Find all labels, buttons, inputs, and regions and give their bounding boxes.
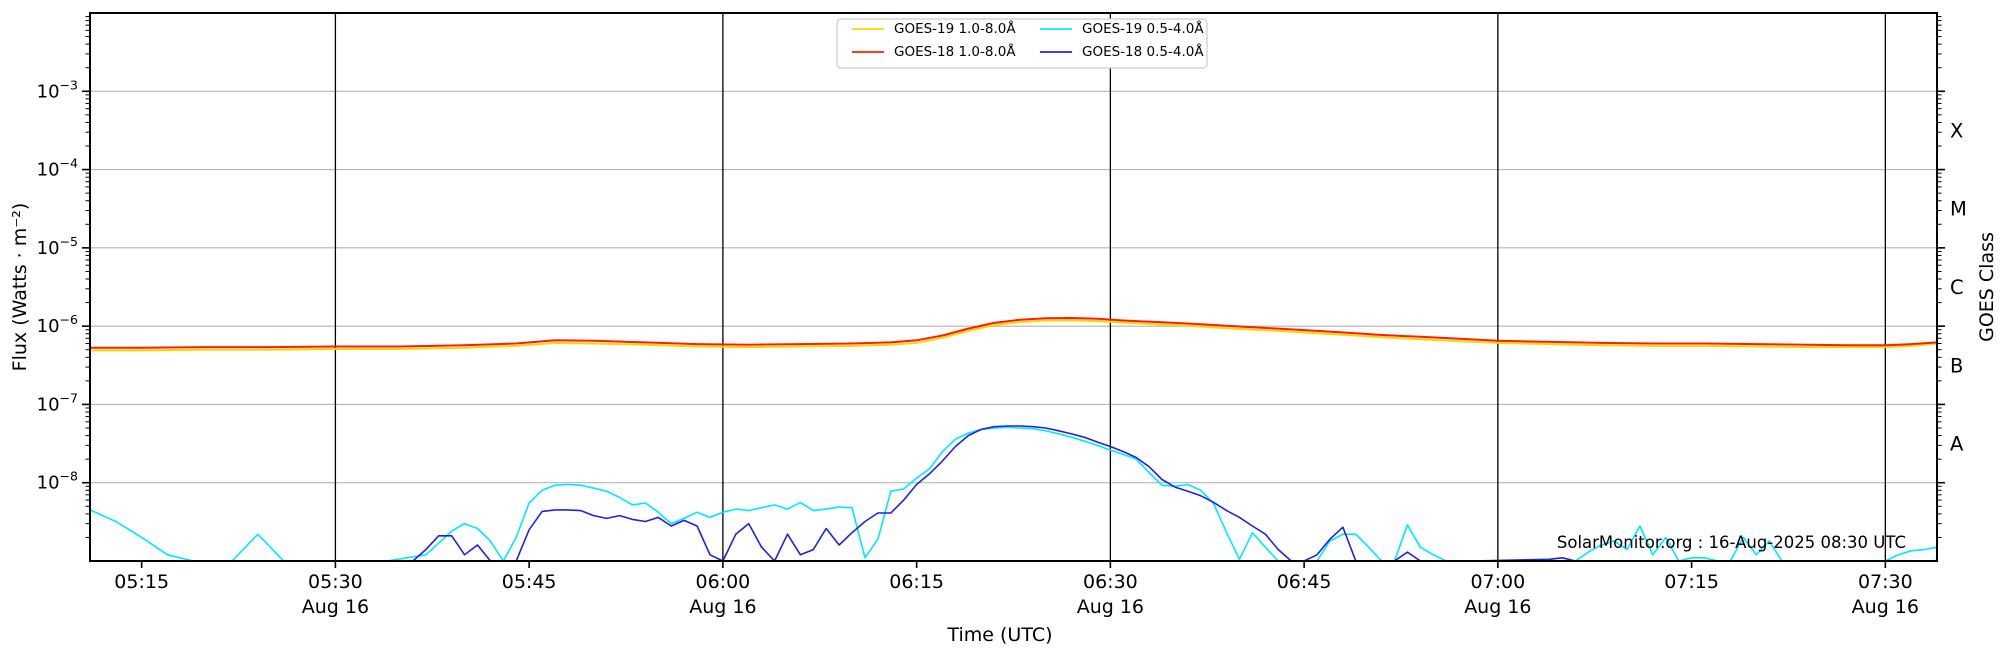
- chart-generated-over: 10−8 10−7 10−6 10−5 10−4 10−3 05:15 05:30 Aug 16…: [37, 12, 1967, 618]
- y-tick-label: 10−8: [37, 469, 78, 494]
- y-tick-label: 10−3: [37, 77, 78, 102]
- goes-class-letter-m: M: [1950, 198, 1967, 221]
- legend: GOES-19 1.0-8.0Å GOES-18 1.0-8.0Å GOES-19 …: [836, 18, 1208, 69]
- series-layer: [90, 317, 1937, 561]
- legend-item-goes19-short: GOES-19 0.5-4.0Å: [1040, 20, 1204, 37]
- x-tick-label: 06:45: [1277, 571, 1332, 593]
- x-tick-label: 06:15: [889, 571, 944, 593]
- y-tick-label: 10−4: [37, 156, 78, 181]
- goes-class-letter-x: X: [1950, 119, 1963, 142]
- x-tick-date-label: Aug 16: [689, 596, 756, 618]
- plot-background: [90, 13, 1937, 561]
- legend-box: [836, 18, 1208, 69]
- goes-class-letter-a: A: [1950, 433, 1964, 456]
- plot-border: [89, 12, 1938, 562]
- legend-label-goes19-long: GOES-19 1.0-8.0Å: [894, 20, 1016, 37]
- x-tick-date-label: Aug 16: [1464, 596, 1531, 618]
- x-tick-label: 06:00: [696, 571, 751, 593]
- x-axis-title: Time (UTC): [946, 624, 1052, 646]
- x-tick-label: 07:15: [1664, 571, 1719, 593]
- legend-label-goes18-long: GOES-18 1.0-8.0Å: [894, 43, 1016, 60]
- goes-class-letter-c: C: [1950, 276, 1964, 299]
- legend-label-goes19-short: GOES-19 0.5-4.0Å: [1082, 20, 1204, 37]
- source-annotation: SolarMonitor.org : 16-Aug-2025 08:30 UTC: [1557, 533, 1906, 552]
- legend-item-goes18-long: GOES-18 1.0-8.0Å: [852, 43, 1016, 60]
- legend-item-goes18-short: GOES-18 0.5-4.0Å: [1040, 43, 1204, 60]
- y-axis-title: Flux (Watts · m⁻²): [9, 203, 31, 372]
- y-tick-label: 10−7: [37, 390, 78, 415]
- x-tick-label: 07:30: [1858, 571, 1913, 593]
- chart-generated-under: [90, 13, 1937, 561]
- series-goes19-short: [90, 426, 1937, 561]
- x-tick-date-label: Aug 16: [1077, 596, 1144, 618]
- x-tick-label: 06:30: [1083, 571, 1138, 593]
- series-goes18-long: [90, 317, 1937, 349]
- x-tick-label: 05:30: [308, 571, 363, 593]
- goes-class-letter-b: B: [1950, 354, 1963, 377]
- x-tick-label: 05:45: [502, 571, 557, 593]
- series-goes18-short: [90, 425, 1937, 561]
- legend-item-goes19-long: GOES-19 1.0-8.0Å: [852, 20, 1016, 37]
- y-tick-label: 10−6: [37, 312, 78, 337]
- right-axis-title: GOES Class: [1976, 232, 1998, 342]
- x-tick-date-label: Aug 16: [302, 596, 369, 618]
- x-tick-label: 05:15: [114, 571, 169, 593]
- y-tick-label: 10−5: [37, 234, 78, 259]
- x-tick-date-label: Aug 16: [1852, 596, 1919, 618]
- series-goes19-long: [90, 319, 1937, 352]
- legend-label-goes18-short: GOES-18 0.5-4.0Å: [1082, 43, 1204, 60]
- x-tick-label: 07:00: [1470, 571, 1525, 593]
